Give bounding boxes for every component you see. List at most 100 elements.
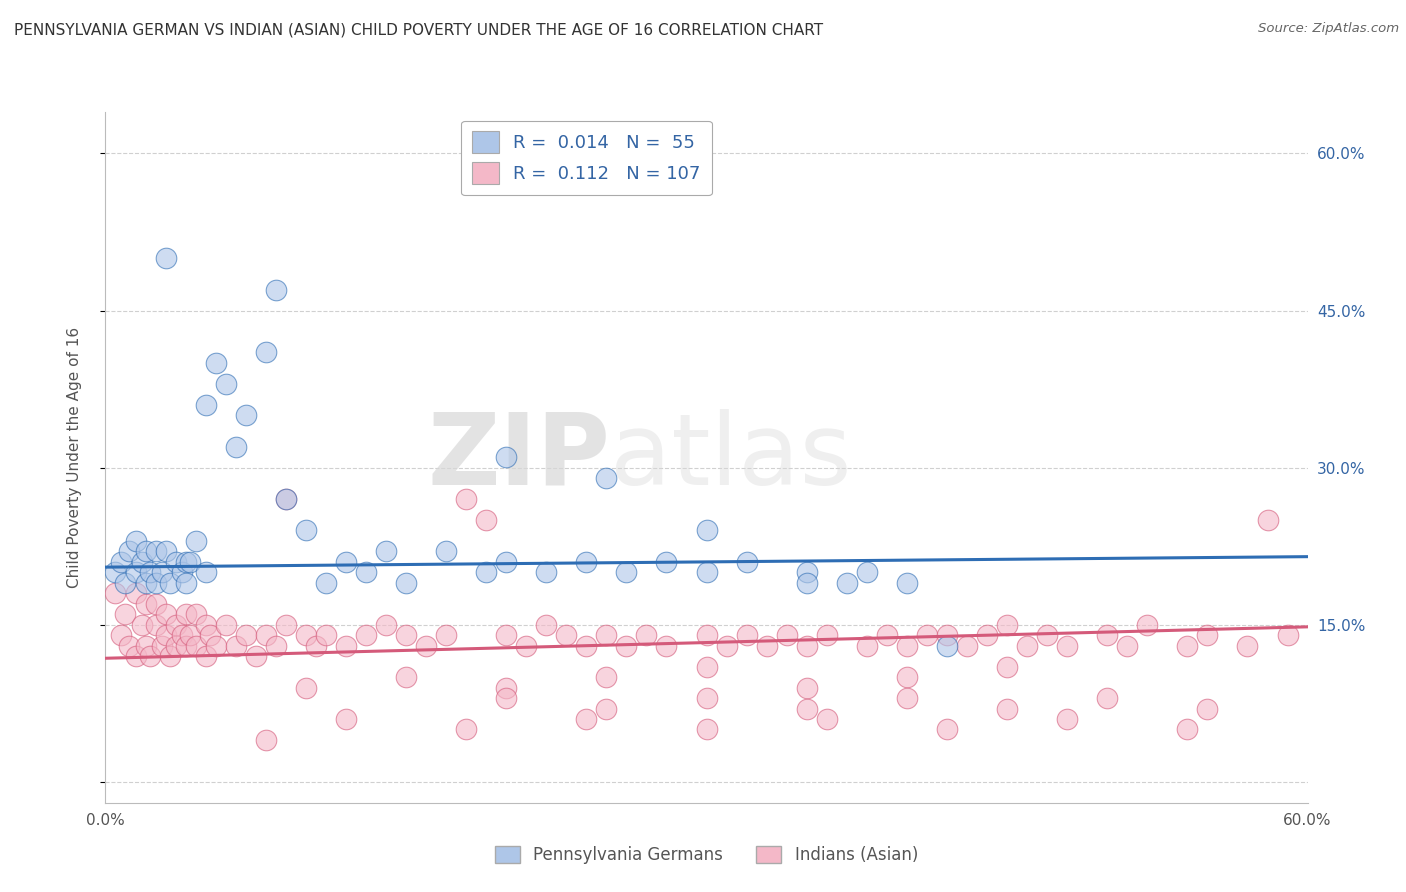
Point	[1056, 712, 1078, 726]
Point	[174, 575, 197, 590]
Point	[495, 691, 517, 706]
Point	[696, 723, 718, 737]
Legend: Pennsylvania Germans, Indians (Asian): Pennsylvania Germans, Indians (Asian)	[488, 839, 925, 871]
Point	[575, 712, 598, 726]
Point	[595, 701, 617, 715]
Point	[354, 628, 377, 642]
Point	[135, 597, 157, 611]
Point	[395, 670, 418, 684]
Point	[1197, 701, 1219, 715]
Point	[131, 555, 153, 569]
Point	[264, 639, 287, 653]
Point	[135, 544, 157, 558]
Point	[131, 617, 153, 632]
Point	[159, 649, 181, 664]
Point	[696, 691, 718, 706]
Point	[295, 628, 318, 642]
Point	[118, 639, 141, 653]
Point	[1097, 691, 1119, 706]
Point	[696, 566, 718, 580]
Point	[1036, 628, 1059, 642]
Point	[138, 649, 160, 664]
Point	[135, 575, 157, 590]
Point	[110, 555, 132, 569]
Point	[936, 628, 959, 642]
Point	[616, 566, 638, 580]
Point	[976, 628, 998, 642]
Point	[434, 544, 457, 558]
Point	[636, 628, 658, 642]
Point	[995, 701, 1018, 715]
Point	[335, 712, 357, 726]
Point	[1177, 639, 1199, 653]
Point	[936, 723, 959, 737]
Point	[796, 639, 818, 653]
Point	[155, 628, 177, 642]
Point	[475, 513, 498, 527]
Point	[335, 639, 357, 653]
Point	[118, 544, 141, 558]
Point	[475, 566, 498, 580]
Point	[735, 555, 758, 569]
Point	[194, 649, 217, 664]
Point	[159, 575, 181, 590]
Point	[835, 575, 858, 590]
Text: Source: ZipAtlas.com: Source: ZipAtlas.com	[1258, 22, 1399, 36]
Point	[1236, 639, 1258, 653]
Point	[575, 555, 598, 569]
Point	[174, 607, 197, 622]
Point	[876, 628, 898, 642]
Point	[170, 628, 193, 642]
Point	[184, 533, 207, 548]
Point	[395, 628, 418, 642]
Point	[454, 723, 477, 737]
Point	[956, 639, 979, 653]
Point	[696, 628, 718, 642]
Point	[165, 555, 187, 569]
Point	[616, 639, 638, 653]
Point	[1197, 628, 1219, 642]
Point	[1097, 628, 1119, 642]
Point	[155, 544, 177, 558]
Point	[150, 566, 173, 580]
Point	[214, 617, 236, 632]
Point	[124, 533, 146, 548]
Point	[515, 639, 537, 653]
Point	[295, 681, 318, 695]
Point	[555, 628, 578, 642]
Point	[655, 639, 678, 653]
Point	[655, 555, 678, 569]
Point	[274, 617, 297, 632]
Point	[776, 628, 799, 642]
Point	[495, 450, 517, 465]
Point	[104, 586, 127, 600]
Point	[534, 617, 557, 632]
Point	[995, 617, 1018, 632]
Point	[204, 639, 226, 653]
Point	[145, 597, 167, 611]
Point	[104, 566, 127, 580]
Point	[716, 639, 738, 653]
Point	[235, 409, 257, 423]
Text: ZIP: ZIP	[427, 409, 610, 506]
Point	[179, 628, 201, 642]
Point	[796, 701, 818, 715]
Point	[254, 345, 277, 359]
Point	[225, 639, 247, 653]
Point	[936, 639, 959, 653]
Point	[150, 639, 173, 653]
Point	[254, 628, 277, 642]
Point	[354, 566, 377, 580]
Point	[855, 566, 877, 580]
Point	[696, 659, 718, 673]
Point	[1277, 628, 1299, 642]
Point	[796, 566, 818, 580]
Point	[815, 712, 838, 726]
Point	[145, 544, 167, 558]
Point	[114, 607, 136, 622]
Point	[274, 491, 297, 506]
Y-axis label: Child Poverty Under the Age of 16: Child Poverty Under the Age of 16	[67, 326, 82, 588]
Point	[374, 617, 398, 632]
Point	[194, 398, 217, 412]
Point	[145, 575, 167, 590]
